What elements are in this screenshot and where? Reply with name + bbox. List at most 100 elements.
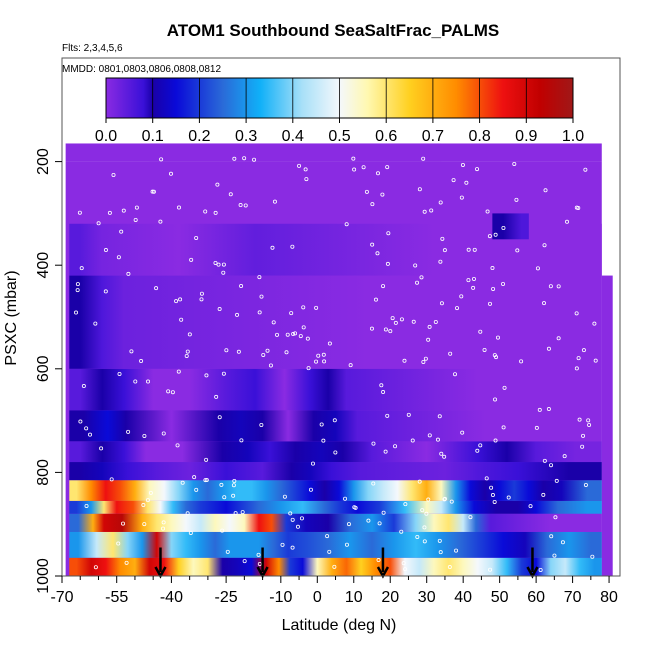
measurement-point bbox=[415, 534, 420, 539]
measurement-point bbox=[399, 529, 404, 534]
colorbar-tick-label: 0.9 bbox=[515, 128, 537, 145]
measurement-point bbox=[546, 407, 551, 412]
colorbar-tick-label: 0.3 bbox=[235, 128, 257, 145]
measurement-point bbox=[422, 539, 427, 544]
measurement-point bbox=[103, 289, 108, 294]
measurement-point bbox=[288, 511, 293, 516]
heatmap-band-9 bbox=[69, 275, 602, 369]
measurement-point bbox=[158, 219, 163, 224]
measurement-point bbox=[235, 312, 240, 317]
measurement-point bbox=[501, 225, 506, 230]
measurement-point bbox=[75, 282, 80, 287]
measurement-point bbox=[586, 418, 591, 423]
measurement-point bbox=[493, 232, 498, 237]
x-tick-label: 80 bbox=[600, 589, 618, 606]
measurement-point bbox=[375, 251, 380, 256]
measurement-point bbox=[487, 234, 492, 239]
measurement-point bbox=[381, 284, 386, 289]
measurement-point bbox=[213, 260, 218, 265]
measurement-point bbox=[216, 262, 221, 267]
measurement-point bbox=[490, 493, 495, 498]
measurement-point bbox=[437, 538, 442, 543]
measurement-point bbox=[553, 515, 558, 520]
measurement-point bbox=[385, 261, 390, 266]
measurement-point bbox=[305, 336, 310, 341]
measurement-point bbox=[221, 371, 226, 376]
y-tick-label: 800 bbox=[35, 459, 52, 486]
measurement-point bbox=[379, 383, 384, 388]
measurement-point bbox=[383, 327, 388, 332]
measurement-point bbox=[240, 510, 245, 515]
measurement-point bbox=[491, 286, 496, 291]
measurement-point bbox=[297, 163, 302, 168]
measurement-point bbox=[232, 156, 237, 161]
measurement-point bbox=[422, 209, 427, 214]
measurement-point bbox=[528, 504, 533, 509]
measurement-point bbox=[440, 236, 445, 241]
measurement-point bbox=[439, 451, 444, 456]
measurement-point bbox=[366, 518, 371, 523]
measurement-point bbox=[574, 205, 579, 210]
measurement-point bbox=[219, 482, 224, 487]
measurement-point bbox=[199, 291, 204, 296]
measurement-point bbox=[303, 167, 308, 172]
measurement-point bbox=[308, 487, 313, 492]
measurement-point bbox=[348, 363, 353, 368]
x-tick-label: 0 bbox=[313, 589, 322, 606]
measurement-point bbox=[343, 496, 348, 501]
measurement-point bbox=[406, 412, 411, 417]
measurement-point bbox=[369, 326, 374, 331]
measurement-point bbox=[314, 305, 319, 310]
measurement-point bbox=[233, 511, 238, 516]
measurement-point bbox=[501, 425, 506, 430]
measurement-point bbox=[423, 356, 428, 361]
heatmap-band-4 bbox=[69, 480, 602, 501]
measurement-point bbox=[581, 348, 586, 353]
measurement-point bbox=[221, 262, 226, 267]
measurement-point bbox=[75, 288, 80, 293]
measurement-point bbox=[322, 359, 327, 364]
measurement-point bbox=[231, 483, 236, 488]
measurement-point bbox=[542, 301, 547, 306]
measurement-point bbox=[121, 521, 126, 526]
measurement-point bbox=[222, 495, 227, 500]
measurement-point bbox=[121, 208, 126, 213]
measurement-point bbox=[214, 394, 219, 399]
measurement-point bbox=[506, 495, 511, 500]
measurement-point bbox=[574, 311, 579, 316]
measurement-point bbox=[116, 541, 121, 546]
measurement-point bbox=[161, 431, 166, 436]
measurement-point bbox=[145, 498, 150, 503]
measurement-point bbox=[402, 358, 407, 363]
measurement-point bbox=[399, 317, 404, 322]
measurement-point bbox=[301, 325, 306, 330]
measurement-point bbox=[548, 284, 553, 289]
measurement-point bbox=[225, 549, 230, 554]
measurement-point bbox=[442, 496, 447, 501]
measurement-point bbox=[519, 359, 524, 364]
heatmap-band-2 bbox=[69, 531, 602, 558]
measurement-point bbox=[150, 189, 155, 194]
measurement-point bbox=[478, 443, 483, 448]
measurement-point bbox=[231, 493, 236, 498]
measurement-point bbox=[464, 180, 469, 185]
y-axis-label: PSXC (mbar) bbox=[3, 270, 20, 365]
measurement-point bbox=[541, 492, 546, 497]
measurement-point bbox=[180, 480, 185, 485]
measurement-point bbox=[142, 433, 147, 438]
measurement-point bbox=[168, 171, 173, 176]
measurement-point bbox=[290, 244, 295, 249]
colorbar-tick-label: 0.2 bbox=[188, 128, 210, 145]
y-axis: 200 400 600 800 1000 bbox=[35, 148, 62, 594]
measurement-point bbox=[429, 208, 434, 213]
x-tick-label: 50 bbox=[491, 589, 509, 606]
measurement-point bbox=[103, 248, 108, 253]
measurement-point bbox=[346, 522, 351, 527]
measurement-point bbox=[448, 351, 453, 356]
measurement-point bbox=[466, 278, 471, 283]
measurement-point bbox=[204, 373, 209, 378]
measurement-point bbox=[291, 332, 296, 337]
measurement-point bbox=[117, 371, 122, 376]
measurement-point bbox=[577, 417, 582, 422]
